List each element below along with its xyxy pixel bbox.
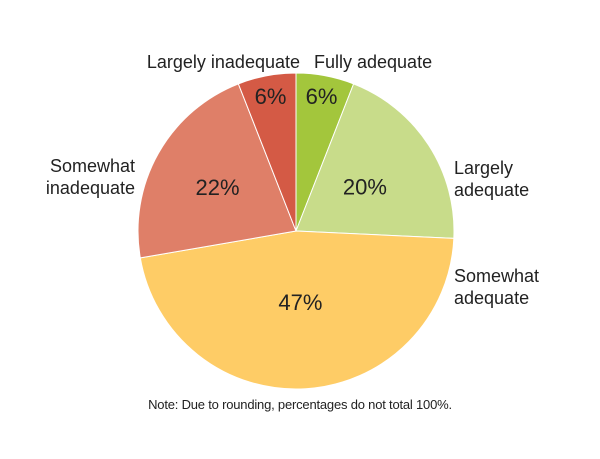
pie-slices — [137, 72, 455, 390]
pie-category-label-line: Fully adequate — [314, 52, 432, 72]
pie-category-label-line: Largely — [454, 158, 513, 178]
pie-category-label-line: Somewhat — [454, 266, 539, 286]
pie-category-label-line: adequate — [454, 180, 529, 200]
pie-category-label-line: Largely inadequate — [147, 52, 300, 72]
pie-category-label-line: inadequate — [46, 178, 135, 198]
pie-value-label-largely-adequate: 20% — [343, 174, 387, 199]
pie-slice-largely-inadequate — [237, 72, 297, 232]
pie-category-label-largely-adequate: Largely adequate — [454, 158, 529, 200]
pie-category-label-line: Somewhat — [50, 156, 135, 176]
rounding-note: Note: Due to rounding, percentages do no… — [148, 397, 452, 412]
percentage-labels: 6% 20% 47% 22% 6% — [196, 84, 387, 315]
pie-slice-somewhat-adequate — [139, 230, 455, 390]
pie-category-label-largely-inadequate: Largely inadequate — [147, 52, 300, 72]
pie-category-label-somewhat-adequate: Somewhat adequate — [454, 266, 539, 308]
pie-slice-somewhat-inadequate — [137, 83, 297, 259]
pie-value-label-largely-inadequate: 6% — [255, 84, 287, 109]
pie-value-label-somewhat-inadequate: 22% — [196, 175, 240, 200]
pie-value-label-somewhat-adequate: 47% — [278, 290, 322, 315]
pie-category-label-fully-adequate: Fully adequate — [314, 52, 432, 72]
pie-slice-largely-adequate — [295, 83, 455, 239]
pie-value-label-fully-adequate: 6% — [306, 84, 338, 109]
pie-category-label-somewhat-inadequate: Somewhat inadequate — [46, 156, 135, 198]
pie-category-label-line: adequate — [454, 288, 529, 308]
